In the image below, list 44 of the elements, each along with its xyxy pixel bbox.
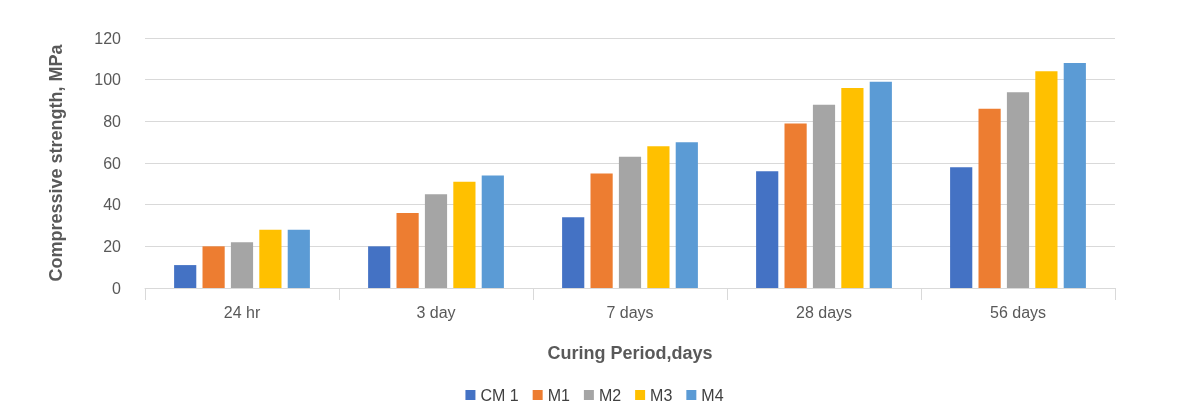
y-tick-label: 100: [94, 71, 122, 89]
bar: [562, 217, 585, 288]
bar: [481, 175, 504, 288]
bar: [978, 108, 1001, 288]
y-tick-label: 120: [94, 29, 122, 47]
bar: [396, 213, 419, 288]
y-tick-label: 20: [103, 237, 122, 255]
bar: [784, 123, 807, 288]
bar: [424, 194, 448, 288]
legend-label: M4: [701, 386, 724, 404]
bar: [1035, 71, 1058, 288]
x-tick-label: 24 hr: [223, 303, 261, 321]
bar: [869, 81, 892, 288]
bar: [202, 246, 225, 288]
legend-label: CM 1: [480, 386, 519, 404]
x-tick-label: 7 days: [606, 303, 654, 321]
x-tick-label: 56 days: [989, 303, 1047, 321]
bar: [230, 242, 254, 288]
bar: [368, 246, 391, 288]
bar: [453, 181, 476, 288]
bar: [756, 171, 779, 288]
bar: [675, 142, 698, 288]
bar: [618, 156, 642, 288]
y-tick-label: 80: [103, 112, 122, 130]
bar: [590, 173, 613, 288]
x-axis-title: Curing Period,days: [547, 343, 713, 363]
x-tick-label: 28 days: [795, 303, 853, 321]
bar: [174, 265, 197, 288]
y-axis-title: Compressive strength, MPa: [46, 43, 66, 282]
y-tick-label: 60: [103, 154, 122, 172]
bar: [841, 88, 864, 288]
legend-label: M1: [547, 386, 570, 404]
x-tick-label: 3 day: [416, 303, 456, 321]
y-tick-label: 0: [112, 279, 122, 297]
bar: [950, 167, 973, 288]
bar: [812, 104, 836, 288]
bar: [647, 146, 670, 288]
legend-label: M3: [650, 386, 673, 404]
y-tick-label: 40: [103, 196, 122, 214]
bar: [287, 229, 310, 288]
legend-label: M2: [598, 386, 622, 404]
bar: [1063, 63, 1086, 288]
bar: [1006, 92, 1030, 288]
bar: [259, 229, 282, 288]
